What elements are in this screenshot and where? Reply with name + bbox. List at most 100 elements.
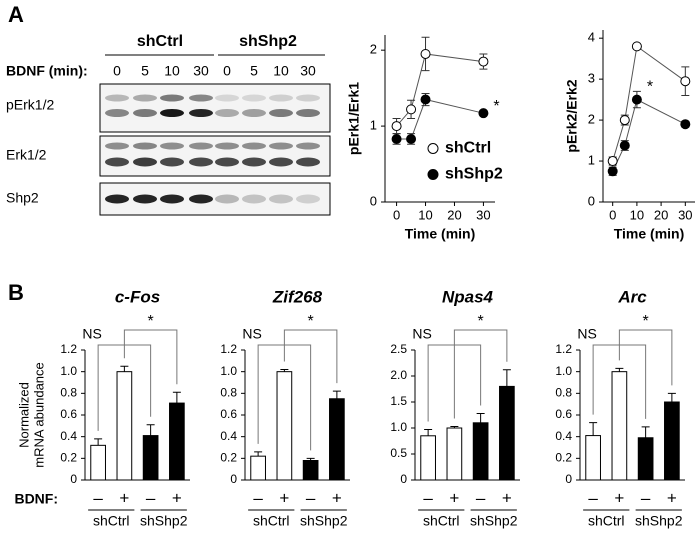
y-tick-label: 0 <box>370 193 377 208</box>
blot-time-label: 0 <box>113 63 121 79</box>
bar <box>472 422 489 481</box>
y-tick-label: 1.0 <box>555 364 572 378</box>
x-tick-label: – <box>476 488 486 507</box>
x-tick-label: 20 <box>447 207 461 222</box>
bar <box>499 385 515 481</box>
bar <box>329 398 345 481</box>
y-tick-label: 0 <box>565 472 572 486</box>
x-tick-label: + <box>332 488 342 507</box>
series-line <box>396 98 484 140</box>
y-axis-label: pErk1/Erk1 <box>346 82 362 155</box>
x-tick-label: + <box>502 488 512 507</box>
annotation: * <box>478 313 484 330</box>
y-tick-label: 0.4 <box>555 429 572 443</box>
blot-panel <box>99 83 331 133</box>
data-point <box>607 166 618 177</box>
error-bar <box>146 424 155 436</box>
bracket <box>283 329 338 384</box>
bracket <box>123 329 178 385</box>
blot-band <box>296 109 320 117</box>
blot-time-label: 5 <box>250 63 258 79</box>
error-bar <box>332 390 341 399</box>
bar <box>585 435 601 481</box>
blot-band <box>133 94 157 102</box>
blot-band <box>105 157 129 167</box>
y-tick-label: 0.2 <box>60 451 77 465</box>
y-tick-label: 0.2 <box>220 451 237 465</box>
blot-band <box>189 194 213 204</box>
legend-marker <box>427 143 439 154</box>
blot-band <box>160 142 184 150</box>
blot-band <box>242 194 266 204</box>
bar <box>142 435 159 481</box>
y-tick-label: 1.0 <box>220 364 237 378</box>
y-tick-label: 0.6 <box>555 407 572 421</box>
blot-band <box>215 109 239 117</box>
blot-band <box>189 157 213 167</box>
y-tick-label: 0.8 <box>60 386 77 400</box>
blot-time-label: 10 <box>273 63 289 79</box>
y-tick-label: 1.0 <box>60 364 77 378</box>
data-point <box>607 156 618 167</box>
y-tick-label: 0.8 <box>220 386 237 400</box>
x-axis-label: Time (min) <box>405 226 476 242</box>
data-point <box>631 41 642 52</box>
y-tick-label: 1.0 <box>390 420 407 434</box>
annotation: NS <box>577 326 596 342</box>
x-tick-label: 0 <box>609 207 616 222</box>
error-bar <box>254 451 263 457</box>
x-tick-label: – <box>306 488 316 507</box>
blot-bdnf-label: BDNF (min): <box>6 63 88 79</box>
y-tick-label: 0.4 <box>220 429 237 443</box>
blot-band <box>105 142 129 150</box>
y-tick-label: 2.5 <box>390 342 407 356</box>
data-point <box>406 104 417 115</box>
chart-title: Arc <box>617 287 647 306</box>
y-tick-label: 1.2 <box>220 342 237 356</box>
blot-group-label: shShp2 <box>239 33 297 50</box>
blot-row-label: Shp2 <box>6 190 39 206</box>
error-bar <box>94 438 103 446</box>
y-tick-label: 1 <box>588 152 595 167</box>
data-point <box>631 94 642 105</box>
data-point <box>420 94 431 105</box>
y-tick-label: 0 <box>70 472 77 486</box>
y-axis-label: pErk2/Erk2 <box>564 79 580 152</box>
blot-time-label: 10 <box>164 63 180 79</box>
blot-band <box>160 194 184 204</box>
x-tick-label: 20 <box>654 207 668 222</box>
x-tick-label: – <box>588 488 598 507</box>
panel-label: A <box>8 2 24 27</box>
y-tick-label: 0 <box>400 472 407 486</box>
bar <box>116 371 133 481</box>
data-point <box>420 48 431 59</box>
blot-time-label: 30 <box>193 63 209 79</box>
blot-band <box>105 109 129 117</box>
bracket <box>453 329 508 419</box>
blot-band <box>160 109 184 117</box>
error-bar <box>172 391 181 404</box>
blot-band <box>189 142 213 150</box>
annotation: * <box>308 313 314 330</box>
panel-label: B <box>8 280 24 305</box>
group-label: shCtrl <box>253 513 290 529</box>
bar <box>169 402 185 481</box>
blot-band <box>215 94 239 102</box>
chart-title: Zif268 <box>272 287 323 306</box>
annotation: NS <box>412 326 431 342</box>
annotation: * <box>493 98 499 115</box>
blot-band <box>296 157 320 167</box>
blot-band <box>215 142 239 150</box>
blot-band <box>296 142 320 150</box>
y-tick-label: 2 <box>370 42 377 57</box>
y-tick-label: 0.4 <box>60 429 77 443</box>
y-tick-label: 0.6 <box>60 407 77 421</box>
group-label: shShp2 <box>470 513 518 529</box>
y-tick-label: 1.5 <box>390 394 407 408</box>
blot-time-label: 30 <box>300 63 316 79</box>
x-tick-label: 10 <box>418 207 432 222</box>
blot-band <box>160 157 184 167</box>
bar <box>302 460 319 481</box>
x-tick-label: – <box>253 488 263 507</box>
